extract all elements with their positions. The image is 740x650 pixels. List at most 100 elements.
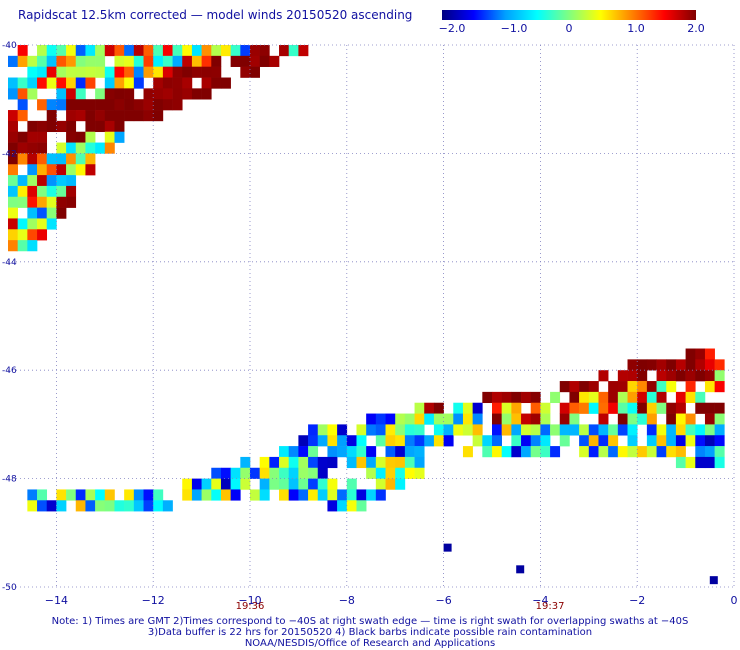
heatmap-cell [704,413,715,425]
heatmap-cell [375,467,386,479]
heatmap-cell [37,489,48,501]
heatmap-cell [75,142,86,154]
heatmap-cell [95,66,106,78]
heatmap-cell [366,467,377,479]
heatmap-cell [404,456,415,469]
heatmap-cell [637,370,648,382]
heatmap-cell [646,381,657,393]
heatmap-cell [8,218,18,230]
heatmap-cell [714,370,725,382]
heatmap-cell [492,402,502,414]
heatmap-cell [172,45,183,57]
heatmap-cell [46,66,57,78]
heatmap-cell [124,45,135,57]
heatmap-cell [153,77,164,89]
heatmap-cell [191,478,202,490]
heatmap-cell [453,402,464,414]
heatmap-cell [75,131,86,143]
heatmap-cell [598,402,609,414]
heatmap-cell [66,164,77,176]
heatmap-cell [75,55,86,67]
heatmap-cell [482,435,493,447]
heatmap-cell [443,424,454,436]
heatmap-cell [153,88,164,100]
heatmap-cell [501,424,512,436]
heatmap-cell [220,478,231,490]
heatmap-cell [37,99,48,111]
heatmap-cell [298,456,309,469]
heatmap-cell [37,229,48,241]
heatmap-cell [656,370,667,382]
heatmap-cell [375,424,386,436]
heatmap-cell [704,370,715,382]
heatmap-cell [404,424,415,436]
heatmap-cell [56,120,67,133]
heatmap-cell [269,478,280,490]
heatmap-cell [104,45,115,57]
heatmap-cell [182,77,193,89]
heatmap-cell [598,424,609,436]
heatmap-cell [143,110,154,122]
heatmap-cell [27,185,38,198]
heatmap-cell [250,45,260,57]
heatmap-cell [404,467,415,479]
heatmap-cell [675,370,686,382]
footnote-line: NOAA/NESDIS/Office of Research and Appli… [244,638,496,649]
heatmap-cell [627,359,638,371]
heatmap-cell [114,120,125,133]
heatmap-cell [492,435,502,447]
heatmap-cell [46,77,57,89]
heatmap-cell [37,131,48,143]
heatmap-cell [250,489,260,501]
heatmap-cell [588,391,599,404]
heatmap-cell [124,99,135,111]
heatmap-cell [579,402,590,414]
heatmap-cell [27,77,38,89]
heatmap-cell [385,413,396,425]
heatmap-cell [472,413,483,425]
heatmap-cell [17,153,28,165]
heatmap-cell [433,402,444,414]
heatmap-cell [685,435,696,447]
heatmap-cell [472,435,483,447]
heatmap-cell [550,446,561,458]
heatmap-cell [66,110,77,122]
heatmap-cell [85,500,96,512]
heatmap-cell [66,120,77,133]
heatmap-cell [114,45,125,57]
heatmap-cell [17,229,28,241]
heatmap-cell [385,435,396,447]
heatmap-cell [317,424,328,436]
heatmap-cell [375,456,386,469]
heatmap-cell [666,424,677,436]
heatmap-cell [211,45,222,57]
heatmap-cell [8,240,18,252]
heatmap-cell [569,402,580,414]
heatmap-cell [327,489,338,501]
heatmap-cell [27,88,38,100]
heatmap-cell [540,402,551,414]
heatmap-cell [17,45,28,57]
y-tick-label: -50 [2,583,17,593]
heatmap-cell [627,424,638,436]
heatmap-cell [46,185,57,198]
heatmap-cell [104,131,115,143]
heatmap-cell [37,185,48,198]
heatmap-cell [395,424,406,436]
heatmap-cell [298,489,309,501]
heatmap-cell [714,402,725,414]
heatmap-cell [482,446,493,458]
heatmap-cell [385,424,396,436]
heatmap-cell [95,45,106,57]
heatmap-cell [27,55,38,67]
heatmap-cell [704,446,715,458]
heatmap-cell [133,45,144,57]
heatmap-cell [666,413,677,425]
heatmap-cell [709,576,718,585]
heatmap-cell [143,45,154,57]
heatmap-cell [66,142,77,154]
heatmap-cell [191,66,202,78]
heatmap-cell [8,110,18,122]
colorbar-tick-label: −1.0 [500,22,528,35]
